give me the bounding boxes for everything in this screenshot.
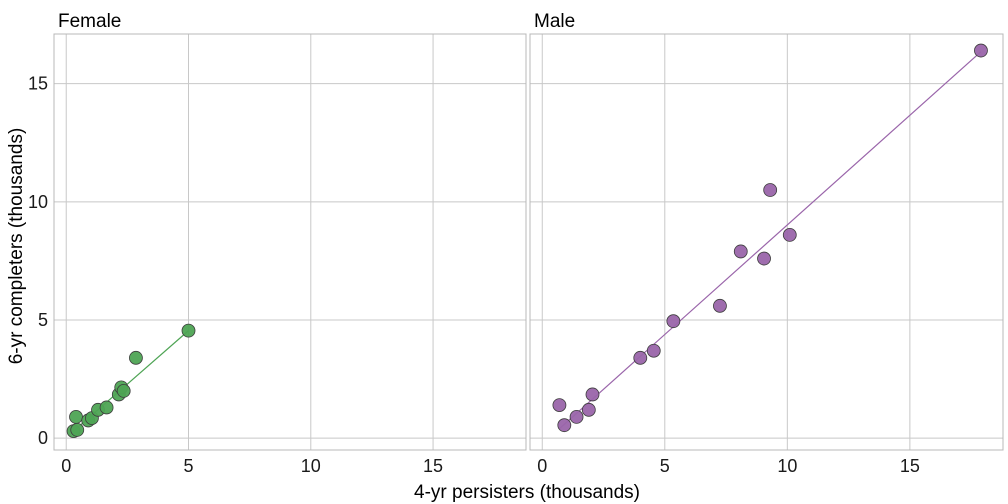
data-point [713, 298, 727, 313]
data-point [782, 228, 797, 242]
x-tick-label: 10 [777, 456, 797, 476]
panel-title: Female [58, 11, 121, 32]
data-point [974, 43, 988, 58]
trend-line [559, 51, 982, 430]
data-point [181, 323, 196, 338]
x-tick-label: 15 [900, 456, 920, 476]
x-axis-title: 4-yr persisters (thousands) [414, 482, 640, 503]
data-point [633, 350, 648, 365]
data-point [99, 400, 114, 415]
y-tick-label: 0 [38, 428, 48, 448]
data-point [666, 314, 681, 329]
data-point [733, 244, 748, 259]
x-tick-label: 10 [301, 456, 321, 476]
y-tick-label: 15 [28, 74, 48, 94]
panel-frame [529, 33, 1004, 451]
panel-title: Male [534, 11, 575, 32]
data-point [70, 423, 85, 437]
panel-female: Female 0 5 10 15 0 5 10 15 [28, 11, 527, 476]
y-axis-title: 6-yr completers (thousands) [6, 128, 27, 365]
data-point [557, 418, 572, 433]
data-point [569, 410, 584, 424]
x-tick-label: 5 [660, 456, 670, 476]
data-point [69, 410, 83, 424]
x-tick-label: 0 [61, 456, 71, 476]
data-point [763, 183, 778, 197]
x-tick-label: 15 [423, 456, 443, 476]
data-point [129, 350, 143, 365]
data-point [646, 343, 661, 358]
y-tick-label: 10 [28, 192, 48, 212]
x-tick-label: 0 [537, 456, 547, 476]
data-point [757, 251, 771, 266]
data-point [552, 398, 567, 412]
data-point [585, 387, 600, 402]
panel-male: Male 0 5 10 15 [529, 11, 1004, 476]
data-point [581, 402, 596, 417]
panel-frame [53, 33, 527, 451]
x-tick-label: 5 [183, 456, 193, 476]
y-tick-label: 5 [38, 310, 48, 330]
data-point [116, 384, 131, 398]
